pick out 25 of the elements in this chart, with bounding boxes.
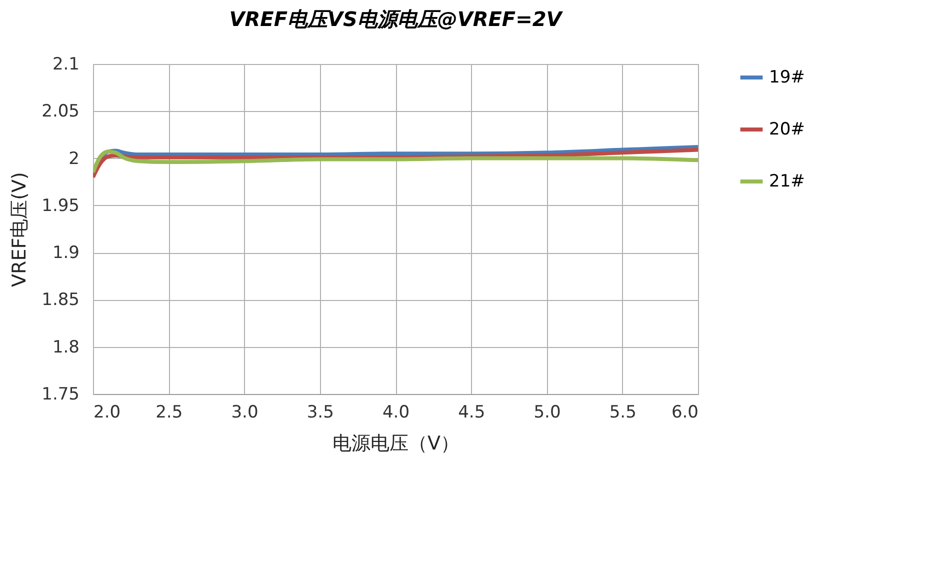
y-tick-label: 2	[68, 148, 80, 169]
x-tick-label: 4.5	[458, 402, 486, 422]
line-series	[98, 144, 698, 160]
legend-label: 20#	[769, 120, 805, 140]
x-tick-label: 3.0	[231, 402, 258, 422]
x-tick-label: 3.5	[306, 402, 334, 422]
y-tick-label: 2.1	[52, 54, 80, 74]
y-tick-label: 1.85	[42, 290, 80, 310]
y-tick-label: 1.95	[42, 196, 80, 216]
x-axis-title: 电源电压（V）	[332, 432, 460, 454]
x-tick-label: 4.0	[382, 402, 410, 422]
x-tick-label: 5.5	[609, 402, 636, 422]
x-tick-label: 2.5	[156, 402, 183, 422]
x-tick-label: 2.0	[94, 402, 121, 422]
y-tick-label: 1.75	[42, 384, 80, 404]
x-tick-label: 6.0	[671, 402, 698, 422]
y-tick-label: 1.8	[52, 337, 80, 358]
y-axis-title: VREF电压(V)	[8, 172, 31, 287]
legend-label: 19#	[769, 68, 805, 88]
line-series	[93, 150, 698, 174]
y-tick-label: 2.05	[42, 102, 80, 122]
legend-label: 21#	[769, 172, 805, 192]
x-tick-label: 5.0	[534, 402, 561, 422]
y-tick-label: 1.9	[52, 243, 80, 264]
chart-title: VREF电压VS电源电压@VREF=2V	[229, 7, 564, 31]
